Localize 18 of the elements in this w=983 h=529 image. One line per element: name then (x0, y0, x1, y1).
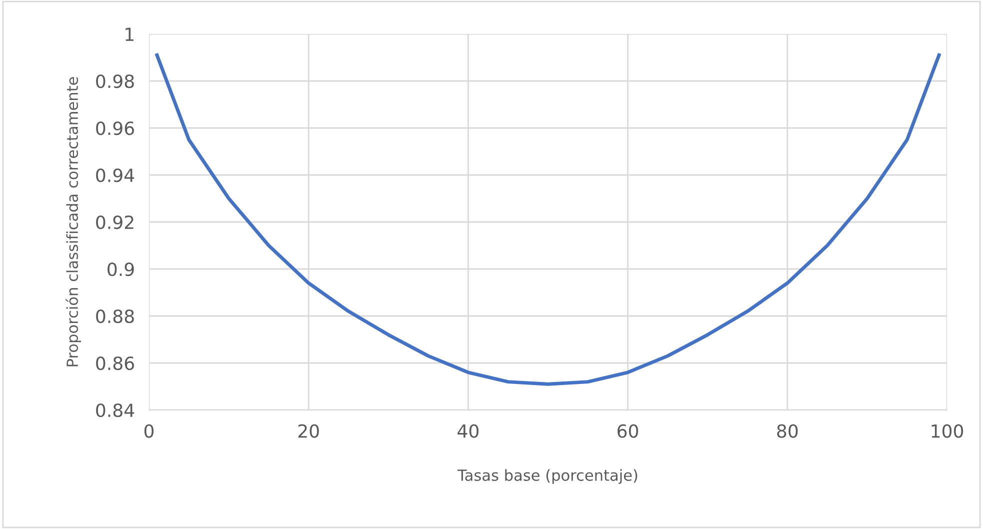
line-series (155, 53, 941, 386)
y-tick-label: 0.96 (96, 121, 134, 136)
y-tick-label: 0.94 (96, 168, 134, 182)
y-tick-label: 0.9 (108, 262, 134, 276)
x-tick-label: 80 (777, 424, 798, 438)
y-tick-label: 0.86 (96, 356, 134, 370)
y-tick-label: 0.84 (96, 403, 134, 418)
y-tick-label: 0.88 (96, 309, 134, 324)
y-tick-label: 0.92 (96, 215, 134, 230)
y-axis-title: Proporción classificada correctamente (66, 77, 82, 366)
x-tick-label: 20 (298, 424, 319, 438)
x-tick-label: 60 (618, 424, 638, 438)
x-tick-label: 0 (144, 424, 154, 438)
x-axis-title: Tasas base (porcentaje) (457, 469, 638, 484)
x-tick-label: 40 (458, 424, 478, 438)
x-tick-label: 100 (932, 424, 964, 438)
y-tick-label: 1 (126, 28, 134, 41)
y-tick-label: 0.98 (96, 74, 134, 88)
